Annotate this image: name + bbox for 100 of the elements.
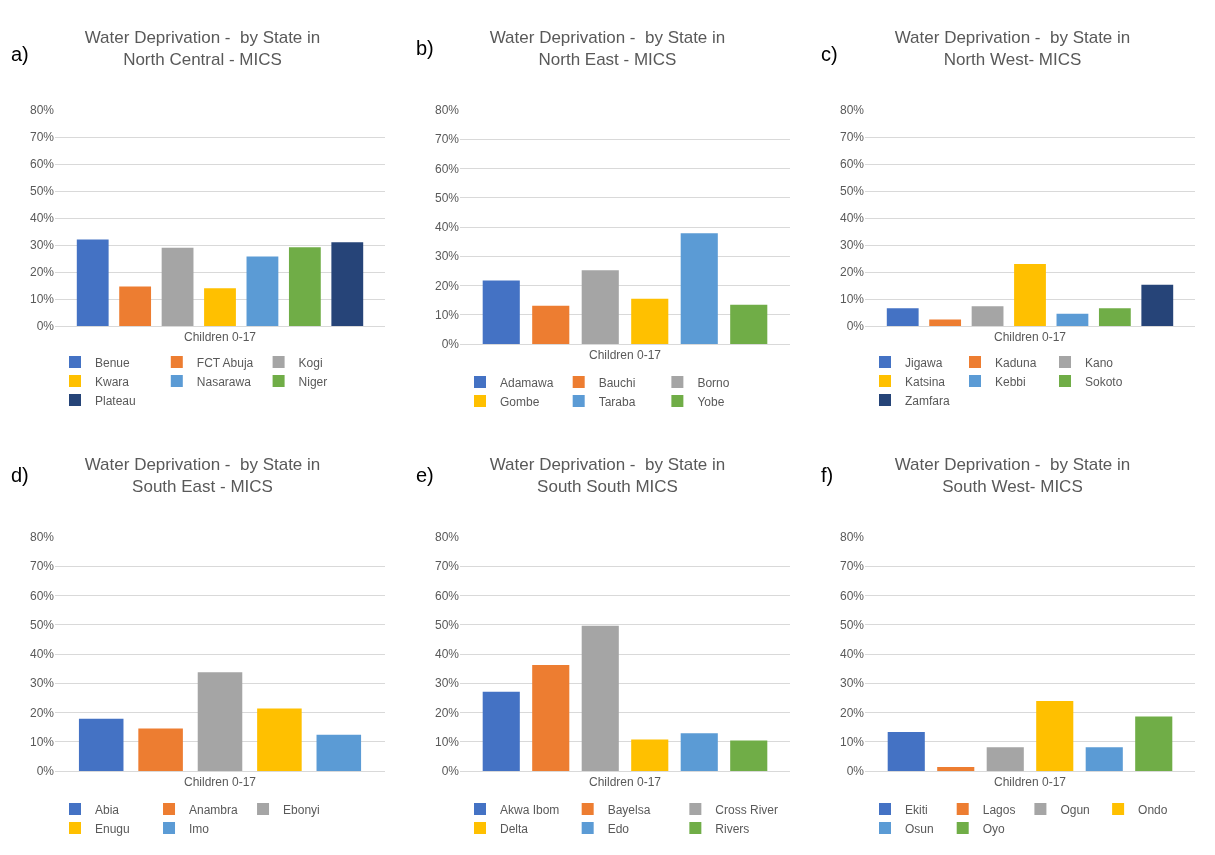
text: e)	[416, 464, 434, 486]
chart-title: Water Deprivation - by State in South West- MICS	[894, 454, 1131, 496]
y-tick-label: 80%	[839, 103, 865, 118]
y-tick-label: 10%	[839, 734, 865, 749]
bar	[246, 256, 279, 326]
bar	[631, 739, 669, 771]
y-tick-label: 60%	[839, 588, 865, 603]
y-tick-label: 40%	[839, 647, 865, 662]
legend-label: Osun	[905, 821, 934, 836]
chart-title: Water Deprivation - by State in North Central - MICS	[84, 27, 321, 69]
y-tick-label: 30%	[434, 249, 460, 264]
y-tick-label: 10%	[29, 734, 55, 749]
y-tick-label: 70%	[29, 130, 55, 145]
y-tick-label: 0%	[846, 319, 865, 334]
bar	[1014, 263, 1046, 326]
bar	[581, 270, 619, 344]
y-tick-label: 80%	[29, 103, 55, 118]
y-tick-label: 20%	[29, 705, 55, 720]
text: a)	[11, 43, 29, 65]
y-tick-label: 80%	[434, 103, 460, 118]
bar	[532, 665, 570, 771]
legend-label: Rivers	[715, 821, 750, 836]
y-tick-label: 50%	[434, 617, 460, 632]
bar	[482, 280, 520, 344]
y-tick-label: 60%	[29, 157, 55, 172]
y-tick-label: 70%	[29, 559, 55, 574]
bar	[581, 625, 619, 771]
bar	[1036, 701, 1074, 771]
y-tick-label: 50%	[29, 184, 55, 199]
legend-label: Ebonyi	[283, 802, 320, 817]
legend-label: Delta	[500, 821, 529, 836]
bar	[680, 233, 718, 344]
legend-label: Zamfara	[905, 393, 950, 408]
bar	[887, 732, 925, 771]
bar	[138, 728, 183, 771]
bar	[76, 239, 109, 326]
y-tick-label: 0%	[36, 764, 55, 779]
legend-label: Sokoto	[1085, 374, 1123, 389]
bar	[986, 747, 1024, 771]
legend-label: Anambra	[189, 802, 239, 817]
y-tick-label: 10%	[434, 307, 460, 322]
y-tick-label: 50%	[839, 617, 865, 632]
legend-label: Kaduna	[995, 355, 1037, 370]
legend-label: Gombe	[500, 394, 540, 409]
legend-label: Yobe	[697, 394, 725, 409]
y-tick-label: 80%	[839, 530, 865, 545]
bar	[482, 691, 520, 771]
y-tick-label: 20%	[434, 278, 460, 293]
y-tick-label: 10%	[434, 734, 460, 749]
bar	[316, 734, 362, 771]
y-tick-label: 40%	[434, 220, 460, 235]
y-tick-label: 30%	[29, 238, 55, 253]
bar	[532, 305, 570, 344]
y-tick-label: 40%	[839, 211, 865, 226]
legend-label: Jigawa	[905, 355, 943, 370]
legend-label: Abia	[95, 802, 120, 817]
legend-label: Niger	[298, 374, 328, 389]
bar	[257, 708, 302, 771]
bar	[204, 288, 236, 326]
y-tick-label: 10%	[839, 292, 865, 307]
legend-label: Kogi	[298, 355, 323, 370]
y-tick-label: 60%	[839, 157, 865, 172]
x-tick-label: Children 0-17	[993, 775, 1067, 790]
y-tick-label: 50%	[839, 184, 865, 199]
y-tick-label: 30%	[434, 676, 460, 691]
legend-label: FCT Abuja	[196, 355, 254, 370]
y-tick-label: 20%	[434, 705, 460, 720]
y-tick-label: 20%	[839, 705, 865, 720]
chart-title: Water Deprivation - by State in South East - MICS	[84, 454, 321, 496]
y-tick-label: 80%	[434, 530, 460, 545]
y-tick-label: 70%	[434, 559, 460, 574]
bar	[886, 308, 919, 326]
y-tick-label: 40%	[29, 211, 55, 226]
bar	[971, 306, 1004, 326]
bar	[631, 298, 669, 344]
y-tick-label: 20%	[839, 265, 865, 280]
text: c)	[821, 43, 838, 65]
x-tick-label: Children 0-17	[993, 330, 1067, 345]
y-tick-label: 60%	[29, 588, 55, 603]
legend-label: Kano	[1085, 355, 1114, 370]
text: f)	[821, 464, 834, 486]
y-tick-label: 80%	[29, 530, 55, 545]
bar	[119, 286, 152, 326]
legend-label: Lagos	[982, 802, 1016, 817]
legend-label: Imo	[189, 821, 210, 836]
legend-label: Borno	[697, 375, 730, 390]
text: b)	[416, 37, 434, 59]
y-tick-label: 30%	[29, 676, 55, 691]
legend-label: Cross River	[715, 802, 779, 817]
bar	[288, 247, 321, 326]
legend-label: Bayelsa	[607, 802, 651, 817]
y-tick-label: 10%	[29, 292, 55, 307]
legend-label: Kwara	[95, 374, 130, 389]
bar	[1141, 284, 1174, 326]
legend-label: Nasarawa	[196, 374, 252, 389]
y-tick-label: 40%	[434, 647, 460, 662]
bar	[730, 304, 768, 344]
y-tick-label: 60%	[434, 588, 460, 603]
y-tick-label: 40%	[29, 647, 55, 662]
legend-label: Benue	[95, 355, 131, 370]
